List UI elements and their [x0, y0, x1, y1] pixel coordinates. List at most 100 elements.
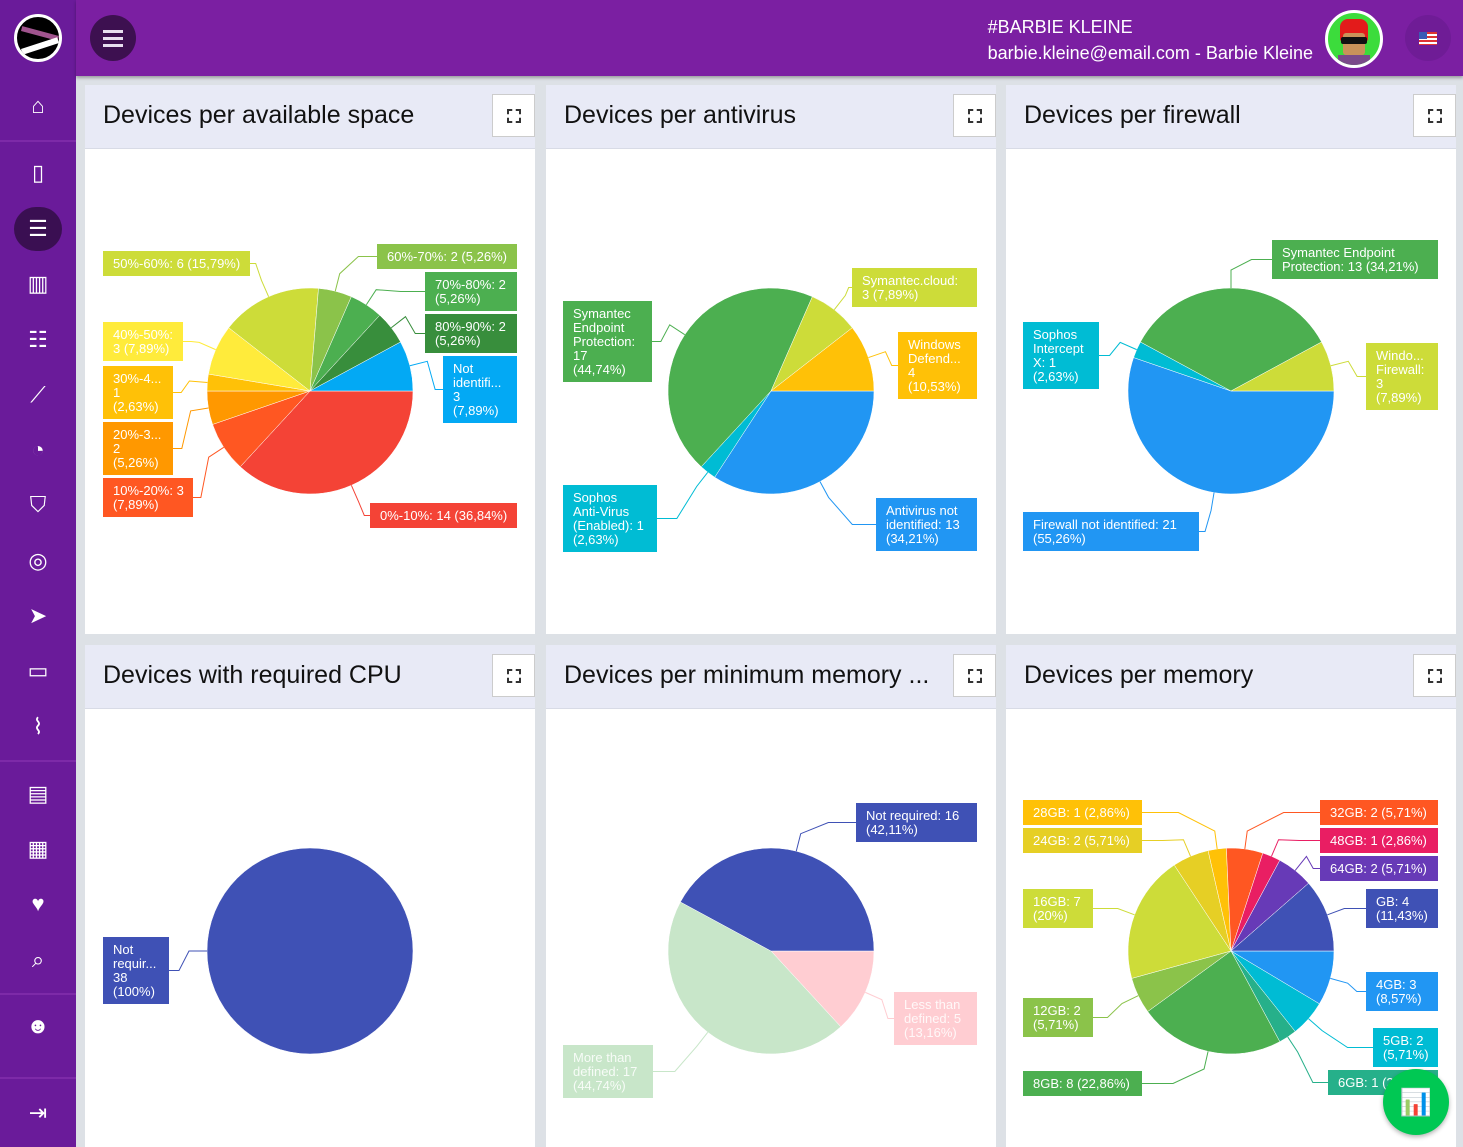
sidebar-item-monitor[interactable]: ▭: [14, 649, 62, 693]
expand-button[interactable]: [1413, 94, 1456, 137]
devices-icon: ▯: [31, 160, 45, 185]
data-label: Sophos Anti-Virus (Enabled): 1 (2,63%): [563, 485, 657, 552]
shield-user-icon: ⛉: [29, 492, 47, 517]
avatar[interactable]: [1325, 10, 1383, 68]
add-chart-icon: 📊: [1399, 1086, 1433, 1117]
pie-slice-8gb[interactable]: [1147, 950, 1281, 1055]
app-logo[interactable]: [14, 14, 62, 62]
leader-line: [365, 289, 425, 306]
dashboard-icon: ◔: [31, 437, 45, 462]
sidebar-item-devices[interactable]: ▯: [14, 151, 62, 195]
card-header: Devices per available space: [85, 85, 535, 149]
add-chart-button[interactable]: 📊: [1383, 1069, 1449, 1135]
send-icon: ➤: [28, 603, 48, 628]
pie-chart: [173, 256, 443, 516]
expand-button[interactable]: [1413, 654, 1456, 697]
data-label: 40%-50%: 3 (7,89%): [103, 322, 183, 361]
expand-button[interactable]: [492, 94, 535, 137]
card-title: Devices per minimum memory ...: [564, 661, 930, 689]
leader-line: [1093, 907, 1135, 916]
card-title: Devices per firewall: [1024, 101, 1241, 129]
pie-chart: [1093, 812, 1373, 1084]
pie-slice-16gb[interactable]: [1127, 864, 1232, 979]
pie-chart: [653, 822, 894, 1072]
sidebar-item-clipboard[interactable]: ▦: [14, 827, 62, 871]
data-label: Symantec.cloud: 3 (7,89%): [852, 268, 977, 307]
sidebar-item-send[interactable]: ➤: [14, 594, 62, 638]
card-header: Devices with required CPU: [85, 645, 535, 709]
logout-icon: ⇥: [28, 1100, 48, 1125]
pie-slice-not-required[interactable]: [680, 847, 875, 952]
leader-line: [653, 1031, 709, 1072]
card-header: Devices per minimum memory ...: [546, 645, 996, 709]
sidebar-item-chart-line[interactable]: ⟋: [14, 373, 62, 417]
data-label: 24GB: 2 (5,71%): [1023, 828, 1142, 853]
data-label: 60%-70%: 2 (5,26%): [377, 244, 517, 269]
pie-slice-50-60-[interactable]: [228, 287, 319, 392]
sidebar-item-list[interactable]: ☷: [14, 318, 62, 362]
data-label: 0%-10%: 14 (36,84%): [370, 503, 517, 528]
pie-slice-windows-defender[interactable]: [770, 327, 875, 392]
expand-button[interactable]: [492, 654, 535, 697]
sidebar-item-checklist[interactable]: ☰: [14, 207, 62, 251]
clipboard-icon: ▦: [27, 836, 49, 861]
leader-line: [1199, 492, 1215, 532]
leader-line: [390, 315, 425, 334]
map-icon: ▥: [27, 271, 49, 296]
sidebar-item-heartbeat[interactable]: ♥: [14, 882, 62, 926]
leader-line: [183, 341, 216, 351]
sidebar-item-fingerprint[interactable]: ◎: [14, 539, 62, 583]
pie-chart: [1099, 259, 1366, 532]
pie-slice-not-identified[interactable]: [309, 341, 414, 392]
checklist-icon: ☰: [28, 216, 48, 241]
data-label: 5GB: 2 (5,71%): [1373, 1028, 1438, 1067]
expand-button[interactable]: [953, 654, 996, 697]
fullscreen-icon: [506, 668, 521, 683]
sidebar-item-id-card[interactable]: ▤: [14, 772, 62, 816]
sidebar-item-home[interactable]: ⌂: [14, 84, 62, 128]
leader-line: [169, 950, 207, 971]
pie-slice-0-10-[interactable]: [239, 390, 414, 495]
fingerprint-icon: ◎: [28, 548, 48, 573]
pie-slice-symantec-endpoint-protection[interactable]: [667, 287, 813, 468]
pie-slice-windows-firewall[interactable]: [1230, 341, 1335, 392]
menu-button[interactable]: [90, 15, 136, 61]
pie-slice-more-than-defined[interactable]: [667, 901, 842, 1055]
pie-slice-firewall-not-identified[interactable]: [1127, 357, 1335, 495]
leader-line: [868, 351, 898, 366]
leader-line: [657, 471, 709, 519]
sidebar-item-search-hat[interactable]: ⌕: [14, 938, 62, 982]
leader-line: [1294, 855, 1320, 871]
pie-slice-less-than-defined[interactable]: [770, 950, 875, 1028]
user-email-name: barbie.kleine@email.com - Barbie Kleine: [987, 43, 1313, 63]
home-icon: ⌂: [31, 93, 45, 118]
leader-line: [819, 481, 876, 525]
sidebar-item-shield-user[interactable]: ⛉: [14, 483, 62, 527]
data-label: Windows Defend... 4 (10,53%): [898, 332, 977, 399]
leader-line: [1330, 360, 1366, 377]
leader-line: [1330, 977, 1366, 992]
leader-line: [334, 256, 377, 292]
chart-area: Antivirus not identified: 13 (34,21%) Sop…: [546, 149, 996, 633]
pie-slice-symantec-endpoint-protection[interactable]: [1140, 287, 1322, 392]
data-label: Symantec Endpoint Protection: 17 (44,74%…: [563, 301, 652, 382]
leader-line: [173, 407, 209, 449]
pie-slice-antivirus-not-identified[interactable]: [714, 390, 875, 495]
chart-card: Devices per firewall Firewall not identif…: [1006, 85, 1456, 634]
sidebar-item-map[interactable]: ▥: [14, 262, 62, 306]
data-label: Windo... Firewall: 3 (7,89%): [1366, 343, 1438, 410]
pie-slice-gb[interactable]: [1230, 882, 1335, 952]
sidebar-divider: [0, 993, 76, 995]
data-label: 80%-90%: 2 (5,26%): [425, 314, 517, 353]
sidebar-divider: [0, 140, 76, 142]
pie-slice-not-required[interactable]: [206, 847, 414, 1055]
sidebar-item-cable[interactable]: ⌇: [14, 705, 62, 749]
sidebar-item-logout[interactable]: ⇥: [14, 1091, 62, 1135]
expand-button[interactable]: [953, 94, 996, 137]
data-label: GB: 4 (11,43%): [1366, 889, 1438, 928]
sidebar-item-dashboard[interactable]: ◔: [14, 428, 62, 472]
leader-line: [250, 263, 270, 297]
sidebar-item-group[interactable]: ☻: [14, 1004, 62, 1048]
leader-line: [833, 287, 852, 311]
language-button[interactable]: [1405, 15, 1451, 61]
